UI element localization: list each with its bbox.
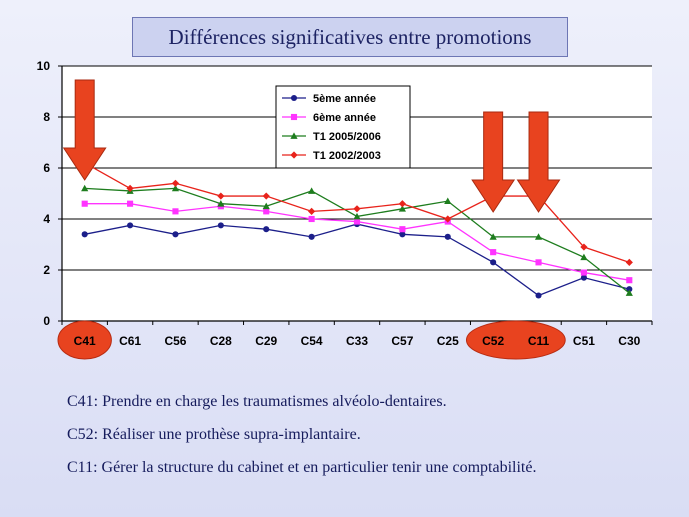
x-label-C57: C57 <box>391 334 413 348</box>
legend: 5ème année 6ème année T1 2005/2006 T1 2002/… <box>275 85 411 169</box>
series-3-point-C41 <box>81 184 89 192</box>
legend-box <box>275 85 411 169</box>
series-2-point-C61 <box>127 200 134 207</box>
highlight-ellipse-C52-C11 <box>465 320 566 360</box>
notes-list: C41: Prendre en charge les traumatismes … <box>67 389 536 488</box>
series-3 <box>81 184 633 296</box>
x-label-C33: C33 <box>346 334 368 348</box>
series-3-point-C57 <box>398 205 406 212</box>
y-tick-label-8: 8 <box>43 110 50 124</box>
series-1-point-C11 <box>535 292 542 299</box>
series-1-point-C25 <box>444 233 451 240</box>
series-4-point-C57 <box>398 200 406 208</box>
arrow-C11 <box>516 111 561 213</box>
y-tick-label-10: 10 <box>37 59 51 73</box>
series-1-point-C57 <box>399 231 406 238</box>
legend-marker-3 <box>290 132 298 139</box>
y-tick-label-2: 2 <box>43 263 50 277</box>
x-label-C52: C52 <box>482 334 504 348</box>
series-1-point-C56 <box>172 231 179 238</box>
legend-marker-4 <box>290 151 298 159</box>
x-label-C25: C25 <box>437 334 459 348</box>
series-1-point-C61 <box>127 222 134 229</box>
series-3-point-C33 <box>353 212 361 220</box>
series-4-point-C28 <box>217 192 225 200</box>
series-1-point-C29 <box>263 226 270 233</box>
series-4-point-C25 <box>444 215 452 223</box>
legend-label-1: 5ème année <box>313 93 376 105</box>
series-2-point-C54 <box>308 215 315 223</box>
series-4-point-C56 <box>171 179 180 187</box>
x-label-C54: C54 <box>301 334 323 348</box>
note-c52: C52: Réaliser une prothèse supra-implant… <box>67 426 361 443</box>
series-2-point-C41 <box>81 200 88 207</box>
series-4-point-C33 <box>353 205 361 213</box>
series-1-point-C54 <box>308 233 315 240</box>
series-1-point-C30 <box>626 286 633 293</box>
note-c11: C11: Gérer la structure du cabinet et en… <box>67 459 537 476</box>
series-1-point-C41 <box>81 231 88 238</box>
x-label-C29: C29 <box>255 334 277 348</box>
series-4-point-C51 <box>580 243 588 251</box>
x-label-C56: C56 <box>164 334 186 348</box>
series-2-point-C51 <box>580 269 587 276</box>
series-3-point-C30 <box>625 289 633 296</box>
x-label-C61: C61 <box>119 334 141 348</box>
series-3-point-C52 <box>489 233 497 240</box>
y-tick-label-0: 0 <box>43 314 50 328</box>
series-4-point-C29 <box>262 192 270 200</box>
slide-title: Différences significatives entre promoti… <box>132 17 568 57</box>
series-1-point-C51 <box>580 274 587 281</box>
line-chart: 0 2 4 6 8 10 C41 C61 C56 C28 C29 C54 C33 C57 C25 C52 C11… <box>37 59 653 360</box>
legend-label-3: T1 2005/2006 <box>313 131 381 143</box>
series-3-point-C25 <box>444 197 452 205</box>
series-2-point-C29 <box>263 208 270 215</box>
arrow-C52 <box>471 111 516 213</box>
series-3-point-C28 <box>217 200 225 207</box>
series-2-point-C56 <box>172 208 179 215</box>
x-label-C30: C30 <box>618 334 640 348</box>
arrow-C41 <box>62 79 107 181</box>
y-tick-label-6: 6 <box>43 161 50 175</box>
series-1-point-C28 <box>217 222 224 229</box>
series-2-point-C52 <box>490 249 497 256</box>
series-2-point-C57 <box>399 226 406 233</box>
note-c41: C41: Prendre en charge les traumatismes … <box>67 393 447 410</box>
series-2-point-C11 <box>535 259 542 266</box>
series-3-point-C54 <box>308 187 316 194</box>
series-4-point-C30 <box>625 258 633 266</box>
legend-marker-2 <box>290 113 298 121</box>
series-3-point-C29 <box>262 202 270 210</box>
y-tick-label-4: 4 <box>43 212 50 226</box>
series-4-point-C54 <box>308 207 316 215</box>
series-2-point-C30 <box>626 277 633 284</box>
series-4-point-C61 <box>126 184 134 192</box>
legend-marker-1 <box>290 94 298 102</box>
x-label-C51: C51 <box>573 334 595 348</box>
highlight-ellipse-C41 <box>57 320 112 360</box>
series-3-point-C51 <box>580 253 588 261</box>
series-3-point-C56 <box>171 184 180 192</box>
x-label-C11: C11 <box>528 334 550 348</box>
legend-label-2: 6ème année <box>313 112 376 124</box>
series-3-point-C11 <box>534 233 543 240</box>
x-label-C28: C28 <box>210 334 232 348</box>
x-label-C41: C41 <box>74 334 96 348</box>
series-1-point-C52 <box>490 259 497 266</box>
series-2-point-C33 <box>353 218 361 225</box>
legend-label-4: T1 2002/2003 <box>313 150 381 162</box>
